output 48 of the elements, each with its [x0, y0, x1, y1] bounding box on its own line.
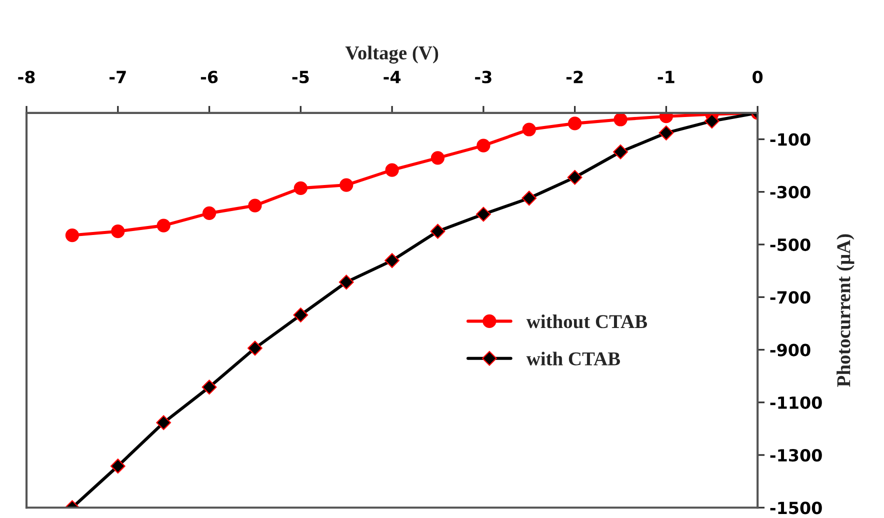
point: [384, 253, 400, 268]
point: [340, 178, 354, 192]
x-tick-label: -3: [475, 70, 492, 84]
point: [476, 138, 490, 152]
point: [385, 163, 399, 177]
x-tick-label: -6: [200, 70, 218, 84]
x-tick-label: -5: [292, 70, 309, 84]
point: [338, 274, 354, 290]
point: [568, 116, 582, 130]
point: [430, 151, 445, 165]
y-tick-label: -300: [770, 186, 810, 198]
point: [248, 340, 262, 356]
x-tick-label: -4: [384, 70, 401, 84]
point: [248, 198, 262, 212]
point: [613, 144, 628, 160]
legend-label: with CTAB: [526, 352, 620, 366]
point: [476, 206, 491, 222]
point: [614, 112, 628, 126]
point: [522, 122, 536, 136]
y-tick-label: -1500: [770, 502, 822, 514]
x-tick-label: 0: [752, 70, 763, 84]
point: [294, 181, 308, 195]
point: [156, 218, 170, 232]
y-tick-label: -700: [770, 291, 810, 304]
point: [704, 114, 720, 129]
x-tick-label: -7: [110, 70, 126, 84]
y-axis-title: Photocurrent (μA): [836, 234, 854, 387]
y-tick-label: -1300: [770, 448, 822, 462]
y-tick-label: -1100: [770, 396, 822, 409]
point: [522, 190, 537, 206]
point: [156, 415, 172, 430]
point: [110, 458, 126, 474]
point: [65, 228, 80, 242]
legend-label: without CTAB: [526, 314, 648, 328]
point: [430, 224, 446, 239]
point: [202, 380, 217, 395]
point: [658, 125, 674, 140]
x-tick-label: -1: [658, 70, 674, 84]
x-axis-title: Voltage (V): [345, 46, 438, 64]
y-tick-label: -500: [770, 238, 810, 252]
point: [202, 206, 216, 220]
y-tick-label: -900: [770, 344, 810, 356]
point: [111, 224, 125, 238]
x-tick-label: -2: [566, 70, 583, 84]
y-tick-label: -100: [770, 133, 810, 146]
x-tick-label: -8: [18, 70, 35, 84]
point: [293, 308, 308, 322]
point: [567, 170, 582, 185]
